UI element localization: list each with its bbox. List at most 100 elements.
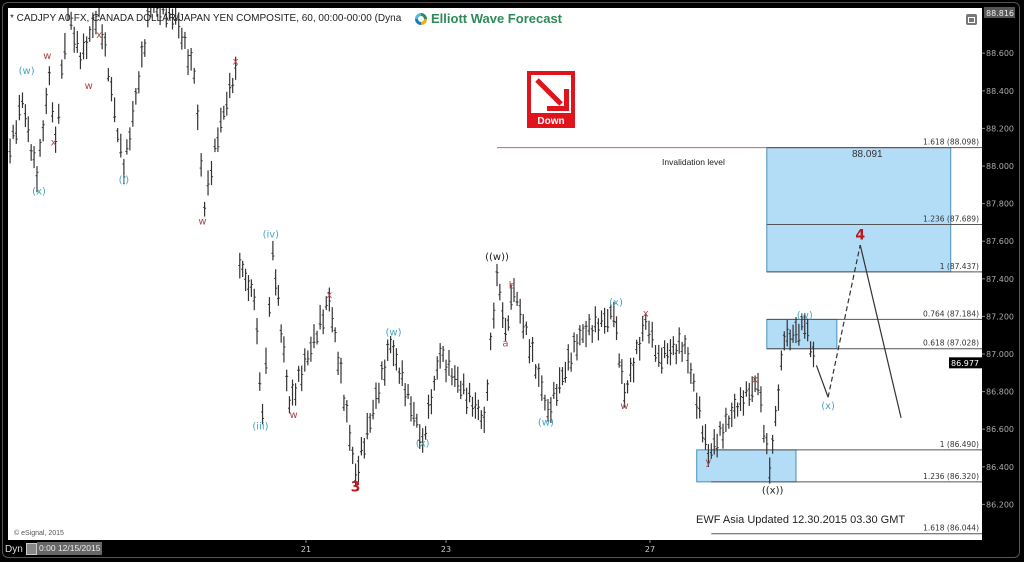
price-bar [654, 344, 658, 362]
price-bar [635, 339, 639, 355]
price-bar [143, 39, 147, 57]
price-bar [518, 298, 522, 324]
price-bar [244, 268, 248, 292]
price-bar [677, 327, 681, 354]
price-bar [744, 381, 748, 397]
price-tick-label: 86.400 [986, 463, 1014, 472]
price-bar [779, 350, 783, 371]
price-bar [668, 339, 672, 366]
price-bar [671, 336, 675, 356]
price-tick-label: 88.200 [986, 124, 1014, 133]
price-bar [549, 397, 553, 423]
price-bar [666, 343, 670, 365]
price-bar [29, 144, 33, 161]
price-bar [57, 103, 61, 124]
mode-label[interactable]: Dyn [5, 544, 23, 555]
fib-level-label: 1.618 (86.044) [923, 524, 979, 533]
top-price-label: 88.816 [986, 9, 1014, 18]
price-bar [234, 56, 238, 80]
price-bar [806, 318, 810, 342]
current-price-label: 86.977 [951, 359, 979, 368]
price-tick-label: 86.200 [986, 500, 1014, 509]
price-bar [371, 399, 375, 420]
price-bar [11, 124, 15, 140]
price-axis[interactable] [982, 8, 1015, 540]
restore-window-icon[interactable] [966, 14, 977, 25]
price-tick-label: 87.000 [986, 350, 1014, 359]
price-tick-label: 87.600 [986, 237, 1014, 246]
price-bar [774, 406, 778, 427]
price-bar [246, 275, 250, 302]
price-bar [327, 287, 331, 312]
price-bar [782, 331, 786, 351]
price-bar [345, 400, 349, 423]
price-bar [540, 375, 544, 401]
price-bar [258, 372, 262, 391]
price-bar [546, 399, 550, 422]
price-bar [20, 92, 24, 108]
price-bar [432, 375, 436, 391]
time-axis[interactable] [8, 540, 1015, 556]
price-bar [35, 166, 39, 193]
time-tick-label: 21 [301, 545, 311, 554]
price-bar [354, 463, 358, 486]
price-bar [50, 102, 54, 123]
price-bar [342, 394, 346, 411]
price-bar [641, 315, 645, 342]
price-bar [465, 387, 469, 414]
price-bar [159, 8, 162, 26]
price-bar [663, 340, 667, 359]
price-bar [383, 359, 387, 386]
price-bar [412, 401, 416, 426]
price-bar [650, 321, 654, 348]
price-bar [756, 373, 760, 396]
price-bar [724, 407, 728, 433]
price-tick-label: 88.600 [986, 49, 1014, 58]
price-bar [231, 77, 235, 94]
wave-label: y [705, 457, 711, 468]
price-bar [632, 357, 636, 383]
plot-area[interactable] [8, 8, 982, 540]
price-bar [75, 30, 79, 53]
price-bar [134, 88, 138, 105]
price-bar [476, 399, 480, 421]
price-bar [196, 104, 200, 131]
price-bar [282, 336, 286, 363]
price-bar [587, 314, 591, 336]
price-bar [306, 350, 310, 366]
price-bar [492, 302, 496, 329]
price-bar [362, 437, 366, 459]
price-bar [276, 285, 280, 306]
price-bar [60, 59, 64, 79]
price-bar [527, 339, 531, 364]
price-bar [137, 71, 141, 94]
price-bar [785, 320, 789, 347]
wave-label: ((x)) [762, 485, 784, 496]
price-bar [718, 421, 722, 436]
chart-title: * CADJPY A0-FX, CANADA DOLLAR/JAPAN YEN … [10, 13, 402, 24]
fib-level-label: 1.618 (88.098) [923, 138, 979, 147]
price-bar [403, 383, 407, 407]
price-bar [468, 382, 472, 403]
price-bar [584, 320, 588, 348]
wave-label: w [198, 217, 206, 228]
price-bar [578, 325, 582, 346]
wave-label: w [43, 51, 51, 62]
logo-text: Elliott Wave Forecast [431, 11, 562, 26]
price-bar [680, 341, 684, 362]
price-bar [534, 364, 538, 379]
price-bar [521, 314, 525, 339]
price-bar [41, 120, 45, 142]
price-bar [689, 362, 693, 384]
price-tick-label: 87.800 [986, 200, 1014, 209]
price-bar [424, 426, 428, 440]
update-note: EWF Asia Updated 12.30.2015 03.30 GMT [696, 514, 906, 526]
price-bar [264, 347, 268, 374]
price-bar [209, 160, 213, 186]
price-bar [131, 101, 135, 127]
price-bar [727, 415, 731, 429]
wave-label: x [326, 290, 332, 301]
price-bar [418, 424, 422, 449]
price-bar [606, 309, 610, 333]
lock-icon[interactable] [26, 543, 37, 555]
